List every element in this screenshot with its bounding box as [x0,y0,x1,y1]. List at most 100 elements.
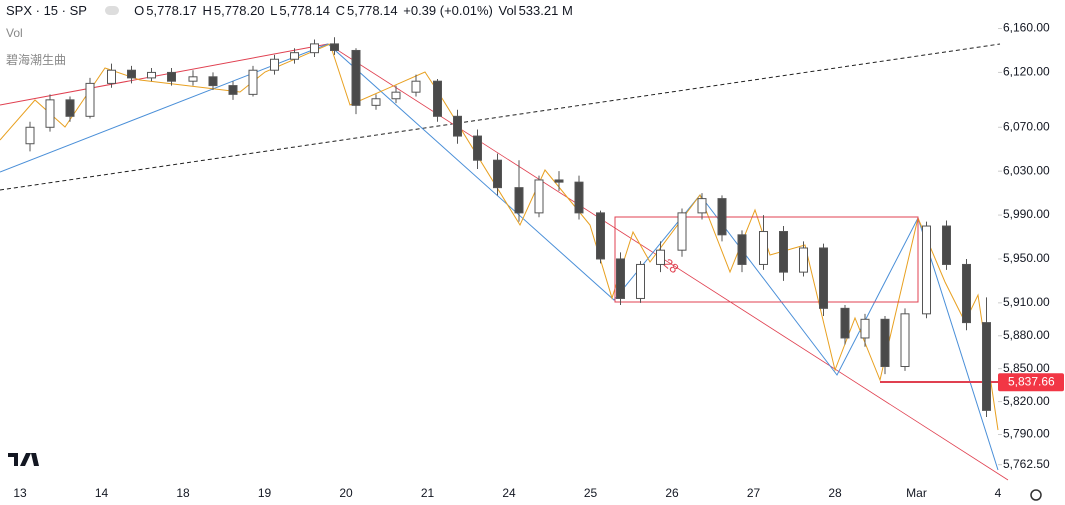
candle-body [697,198,707,214]
candle-body [717,198,727,236]
candle-body [860,318,870,339]
y-tick-label: 5,910.00 [1003,295,1050,309]
candle-body [759,231,768,265]
candle-body [248,69,258,95]
candle-body [737,234,747,265]
ohlc-value: 5,778.20 [213,3,265,18]
candle-body [65,99,75,117]
candle-body [228,85,238,95]
candle-body [391,91,401,100]
x-tick-label: 4 [995,486,1002,500]
ohlc-label: H [202,3,212,18]
candle-body [534,179,544,214]
candle-body [433,80,442,117]
y-tick-label: 5,990.00 [1003,207,1050,221]
candle-body [677,212,687,251]
candle-body [85,82,95,117]
y-tick-label: 5,950.00 [1003,251,1050,265]
candle-body [942,225,951,265]
indicator[interactable]: Vol [6,26,23,40]
candle-body [636,263,645,299]
candle-body [330,43,339,51]
ohlc-value: 5,778.14 [279,3,330,18]
toggle[interactable] [104,6,119,15]
y-tick-label: 6,120.00 [1003,65,1050,79]
dashed-trendline [0,43,1001,191]
symbol: SPX · 15 · SP [6,3,87,18]
blue-zigzag [0,43,999,471]
y-tick-label: 6,070.00 [1003,119,1050,133]
candle-body [371,98,381,106]
candle-body [962,263,971,324]
candle-body [922,225,931,315]
y-tick-label: 5,820.00 [1003,394,1050,408]
candle-body [147,71,156,79]
y-tick-label: 5,790.00 [1003,427,1050,441]
ohlc-value: 5,778.14 [347,3,398,18]
last-price-label: 5,837.66 [1008,374,1055,388]
candle-body [270,58,279,71]
x-tick-label: 20 [339,486,353,500]
candle-body [819,247,828,309]
candle-body [107,69,116,84]
x-tick-label: 13 [13,486,27,500]
x-tick-label: 21 [421,486,435,500]
candle-body [616,258,625,299]
candle-body [188,76,198,82]
red-trendline [0,43,329,106]
x-tick-label: 19 [258,486,272,500]
header: SPX · 15 · SP O 5,778.17 H 5,778.20 L 5,778… [6,3,575,18]
candle-body [574,181,584,214]
candles [25,37,991,417]
candle-body [127,69,136,79]
ohlc-label: O [134,3,145,18]
y-tick-label: 5,880.00 [1003,328,1050,342]
candle-body [840,307,850,339]
x-tick-label: 28 [828,486,842,500]
y-tick-label: 6,030.00 [1003,163,1050,177]
candle-body [290,52,299,60]
x-tick-label: 24 [502,486,516,500]
orange-zigzag [0,43,999,431]
ohlc-label: C [335,3,346,18]
tv-logo [8,453,39,466]
candle-body [453,115,462,137]
candle-body [554,179,564,183]
x-tick-label: 25 [584,486,598,500]
last-price-box [998,373,1064,392]
y-tick-label: 5,762.50 [1003,457,1050,471]
x-tick-label: 26 [665,486,679,500]
candle-body [493,159,502,189]
change: +0.39 (+0.01%) [403,3,493,18]
y-tick-label: 5,850.00 [1003,361,1050,375]
indicator[interactable]: 碧海潮生曲 [6,53,67,67]
ohlc-label: L [270,3,278,18]
candle-body [982,322,991,411]
candle-body [351,49,361,106]
candle-body [656,249,665,265]
red-box [614,216,919,303]
candle-body [45,99,55,128]
vol-label: Vol [498,3,517,18]
candle-body [310,43,319,54]
candle-body [411,80,421,93]
x-tick-label: 18 [176,486,190,500]
candle-body [799,247,808,273]
candle-body [880,318,890,367]
candle-body [596,212,605,260]
x-tick-label: 14 [95,486,109,500]
drawings [0,43,1009,481]
candle-body [779,231,788,273]
settings-icon[interactable] [1030,489,1042,501]
candle-body [900,313,910,367]
x-tick-label: 27 [747,486,761,500]
vol-value: 533.21 M [518,3,573,18]
candle-body [473,135,482,161]
candle-body [167,71,176,82]
candle-body [25,126,35,145]
y-tick-label: 6,160.00 [1003,21,1050,35]
ohlc-value: 5,778.17 [146,3,197,18]
candle-body [514,187,524,214]
